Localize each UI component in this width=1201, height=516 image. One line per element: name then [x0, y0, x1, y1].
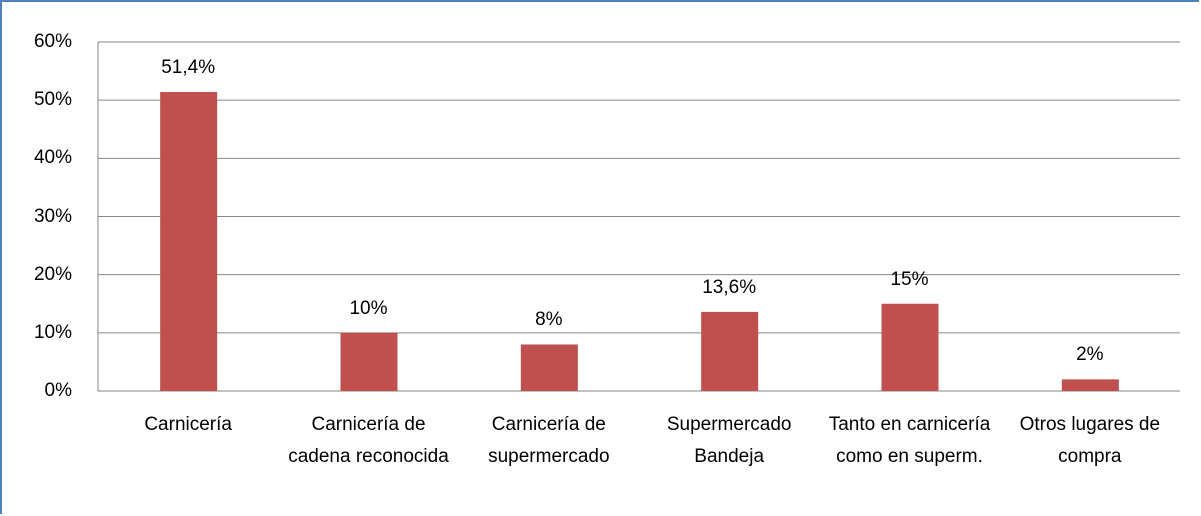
- value-label: 13,6%: [702, 276, 757, 298]
- x-tick-label: Supermercado Bandeja: [666, 414, 792, 467]
- value-label: 10%: [349, 297, 388, 319]
- bar: [701, 311, 759, 391]
- value-label: 51,4%: [161, 57, 216, 79]
- bar: [160, 92, 218, 392]
- bar: [520, 344, 578, 391]
- y-tick-label: 40%: [33, 147, 72, 169]
- bar: [881, 303, 939, 391]
- value-label: 15%: [890, 268, 929, 290]
- value-label: 2%: [1076, 344, 1104, 366]
- bar: [1061, 379, 1119, 391]
- x-tick-label: Tanto en carnicería como en superm.: [828, 414, 991, 467]
- x-tick-label: Carnicería de cadena reconocida: [288, 414, 449, 467]
- x-tick-label: Carnicería: [144, 414, 232, 435]
- y-tick-label: 60%: [33, 31, 72, 52]
- y-tick-label: 30%: [33, 205, 72, 227]
- x-tick-label: Otros lugares de compra: [1019, 414, 1161, 467]
- y-tick-label: 50%: [33, 89, 72, 111]
- bar: [340, 332, 398, 391]
- y-tick-label: 0%: [44, 380, 72, 401]
- x-tick-label: Carnicería de supermercado: [488, 414, 610, 467]
- value-label: 8%: [535, 309, 563, 331]
- y-tick-label: 10%: [33, 321, 72, 343]
- y-tick-label: 20%: [33, 263, 72, 285]
